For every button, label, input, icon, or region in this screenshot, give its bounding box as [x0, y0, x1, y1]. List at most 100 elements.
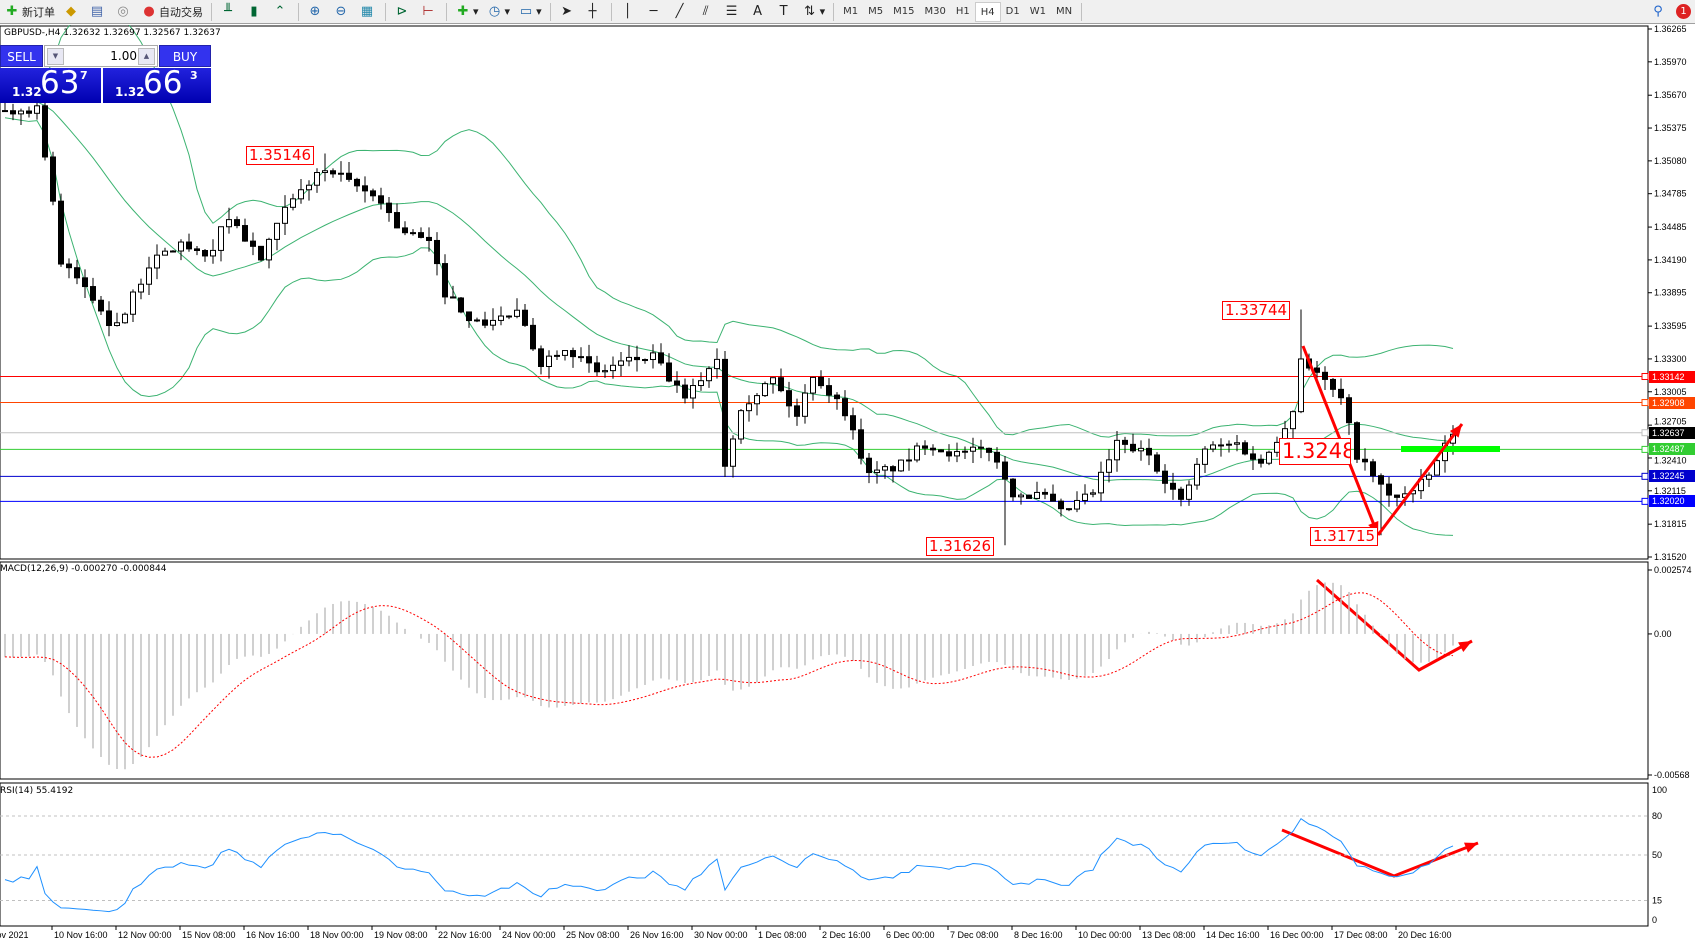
- zoom-out-button[interactable]: ⊖: [329, 1, 355, 23]
- rsi-arrow-head: [1464, 842, 1478, 853]
- sell-price-box[interactable]: 1.32 63 7: [0, 65, 101, 103]
- candle: [1218, 438, 1224, 457]
- timeframe-m1[interactable]: M1: [843, 5, 859, 17]
- candle: [1266, 450, 1272, 466]
- chart-window[interactable]: 1.36265 1.35970 1.35670 1.35375 1.35080 1.347…: [0, 25, 1695, 942]
- candle-body: [1194, 463, 1200, 486]
- navigator-button[interactable]: ▤: [85, 1, 111, 23]
- candle: [658, 343, 664, 366]
- timeframe-d1[interactable]: D1: [1005, 5, 1020, 17]
- zoom-out-icon: ⊖: [335, 3, 347, 19]
- new-order-button[interactable]: ✚ 新订单: [0, 1, 59, 23]
- notifications-button[interactable]: 1: [1672, 1, 1695, 23]
- time-axis-label: 16 Nov 16:00: [246, 930, 300, 940]
- candle: [1098, 461, 1104, 502]
- tile-windows-button[interactable]: ▦: [355, 1, 381, 23]
- candle-body: [194, 248, 200, 252]
- signals-button[interactable]: ◎: [111, 1, 137, 23]
- candle-body: [386, 202, 392, 214]
- candle-body: [1090, 492, 1096, 495]
- candle: [178, 239, 184, 261]
- price-axis-label: 1.33895: [1654, 288, 1687, 298]
- text-button[interactable]: A: [746, 1, 772, 23]
- candle-body: [210, 249, 216, 257]
- candle: [42, 100, 48, 161]
- lot-decrease-button[interactable]: ▼: [47, 48, 64, 65]
- arrows-button[interactable]: ⇅ ▾: [798, 1, 830, 23]
- candle-body: [754, 395, 760, 405]
- timeframe-w1[interactable]: W1: [1029, 5, 1046, 17]
- templates-button[interactable]: ▭ ▾: [519, 3, 542, 19]
- candle: [706, 366, 712, 388]
- vertical-line-button[interactable]: │: [616, 1, 642, 23]
- chart-shift-button[interactable]: ⊢: [416, 1, 442, 23]
- horizontal-line-button[interactable]: ─: [642, 1, 668, 23]
- candlestick-button[interactable]: ▮: [242, 1, 268, 23]
- main-pane-frame: [0, 25, 1649, 560]
- sell-button[interactable]: SELL: [0, 45, 43, 67]
- buy-button[interactable]: BUY: [159, 45, 211, 67]
- price-axis-label: 1.35670: [1654, 90, 1687, 100]
- timeframe-m5[interactable]: M5: [868, 5, 884, 17]
- candle: [538, 345, 544, 375]
- price-label-low-2[interactable]: 1.31715: [1310, 527, 1379, 546]
- candle: [946, 444, 952, 462]
- candle: [234, 216, 240, 229]
- timeframe-m30[interactable]: M30: [924, 5, 946, 17]
- candle: [82, 269, 88, 299]
- candle-body: [1386, 483, 1392, 496]
- line-chart-button[interactable]: ⌃: [268, 1, 294, 23]
- candle: [266, 237, 272, 269]
- buy-price-box[interactable]: 1.32 66 3: [103, 65, 211, 103]
- candle-body: [706, 368, 712, 382]
- time-axis-label: 6 Dec 00:00: [886, 930, 935, 940]
- cursor-button[interactable]: ➤: [555, 1, 581, 23]
- candle-body: [1266, 451, 1272, 464]
- auto-trading-button[interactable]: ● 自动交易: [137, 1, 207, 23]
- candle: [930, 444, 936, 456]
- timeframe-h1[interactable]: H1: [955, 5, 970, 17]
- search-button[interactable]: ⚲: [1646, 1, 1672, 23]
- text-label-button[interactable]: T: [772, 1, 798, 23]
- autoscroll-button[interactable]: ⊳: [390, 1, 416, 23]
- timeframe-mn[interactable]: MN: [1055, 5, 1073, 17]
- candle-body: [218, 226, 224, 251]
- zoom-in-button[interactable]: ⊕: [303, 1, 329, 23]
- fibonacci-button[interactable]: ☰: [720, 1, 746, 23]
- price-axis-label: 1.31520: [1654, 552, 1687, 562]
- candle-body: [362, 185, 368, 192]
- price-label-level[interactable]: 1.32487: [1279, 438, 1351, 465]
- price-axis-label: 1.34785: [1654, 189, 1687, 199]
- lot-size-input[interactable]: [65, 48, 137, 64]
- timeframe-h4[interactable]: H4: [974, 1, 1001, 22]
- market-watch-button[interactable]: ◆: [59, 1, 85, 23]
- lot-increase-button[interactable]: ▲: [138, 48, 155, 65]
- candle-body: [458, 297, 464, 313]
- candle-body: [282, 206, 288, 224]
- candle-body: [986, 447, 992, 453]
- price-label-low-1[interactable]: 1.31626: [926, 537, 995, 556]
- periods-button[interactable]: ◷ ▾: [483, 1, 515, 23]
- chart-canvas[interactable]: 1.36265 1.35970 1.35670 1.35375 1.35080 1.347…: [0, 25, 1695, 942]
- price-label-high-1[interactable]: 1.35146: [246, 146, 315, 165]
- bar-chart-button[interactable]: ╨: [216, 1, 242, 23]
- tile-windows-icon: ▦: [360, 3, 374, 19]
- price-level-tag: 1.32245: [1649, 470, 1695, 483]
- indicators-button[interactable]: ✚ ▾: [451, 1, 483, 23]
- candle: [562, 350, 568, 361]
- candle: [1258, 454, 1264, 468]
- line-chart-icon: ⌃: [274, 3, 286, 19]
- timeframe-m15[interactable]: M15: [893, 5, 915, 17]
- candle: [762, 381, 768, 398]
- candle: [370, 188, 376, 202]
- candle-body: [322, 170, 328, 174]
- candle: [1042, 488, 1048, 500]
- crosshair-button[interactable]: ┼: [581, 1, 607, 23]
- candle-body: [162, 250, 168, 256]
- candle-body: [858, 429, 864, 459]
- equidistant-channel-button[interactable]: ⫽: [694, 1, 720, 23]
- candle-body: [1074, 499, 1080, 510]
- price-label-high-2[interactable]: 1.33744: [1222, 301, 1291, 320]
- candle: [90, 277, 96, 304]
- trendline-button[interactable]: ╱: [668, 1, 694, 23]
